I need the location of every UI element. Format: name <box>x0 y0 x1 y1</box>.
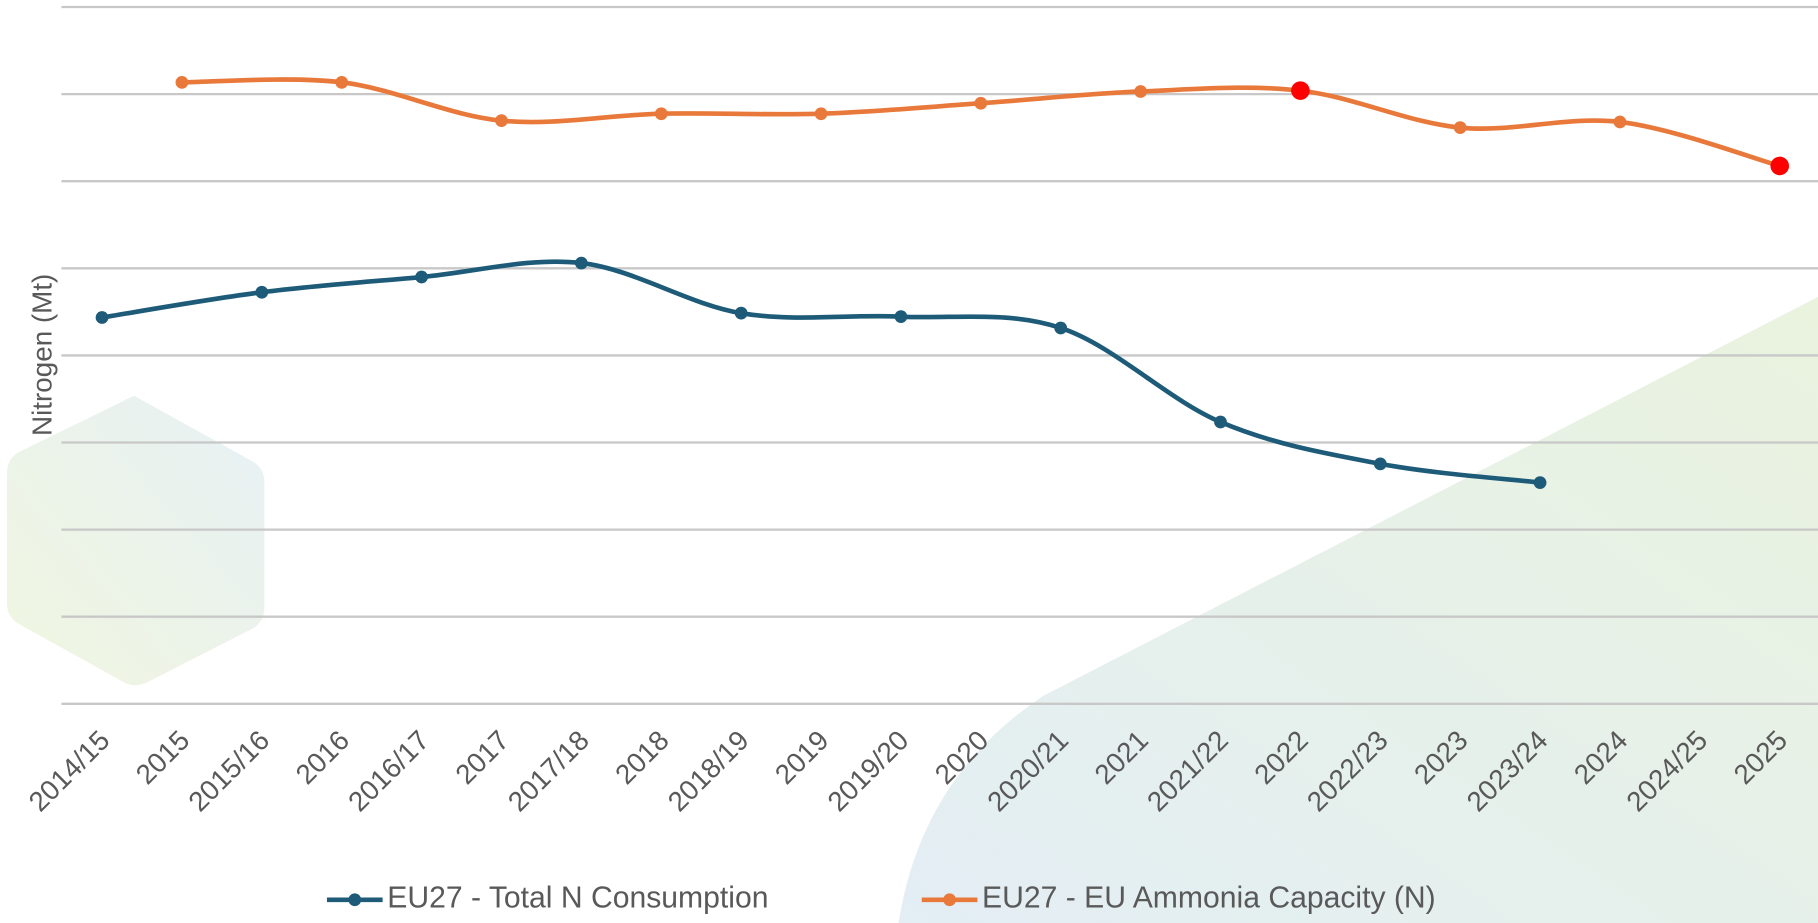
highlight-marker <box>1770 156 1790 176</box>
series-line <box>101 259 1541 485</box>
x-tick-label: 2016/17 <box>342 724 435 817</box>
x-tick-label: 2019/20 <box>821 724 914 817</box>
y-axis-label: Nitrogen (Mt) <box>26 274 57 436</box>
x-tick-label: 2017/18 <box>502 724 595 817</box>
marker <box>1453 121 1467 135</box>
marker <box>1373 457 1387 471</box>
marker <box>1533 476 1547 489</box>
marker <box>95 311 109 324</box>
marker <box>654 107 668 121</box>
marker <box>335 75 349 89</box>
marker <box>814 107 828 121</box>
background-hexagon <box>6 395 265 686</box>
marker <box>1214 415 1227 429</box>
x-tick-label: 2018 <box>609 724 675 790</box>
marker <box>1613 115 1627 129</box>
background-shape <box>898 296 1818 923</box>
x-tick-label: 2018/19 <box>662 724 755 817</box>
x-tick-label: 2015/16 <box>182 724 275 817</box>
x-tick-label: 2015 <box>130 724 196 790</box>
marker <box>894 310 908 324</box>
x-tick-label: 2019 <box>769 724 835 790</box>
marker <box>415 270 428 284</box>
highlight-marker <box>1291 81 1310 100</box>
series-line <box>181 77 1781 169</box>
legend-marker <box>348 893 362 907</box>
x-tick-label: 2014/15 <box>23 724 116 817</box>
marker <box>1134 85 1147 98</box>
x-tick-label: 2017 <box>449 724 515 790</box>
marker <box>1054 321 1068 335</box>
marker <box>734 306 748 320</box>
marker <box>175 75 189 89</box>
marker <box>974 96 988 110</box>
legend-label: EU27 - Total N Consumption <box>387 882 768 915</box>
legend-label: EU27 - EU Ammonia Capacity (N) <box>982 882 1436 915</box>
legend-marker <box>943 893 956 907</box>
marker <box>574 256 588 270</box>
x-tick-label: 2016 <box>290 724 356 790</box>
marker <box>495 114 508 128</box>
marker <box>255 285 269 299</box>
